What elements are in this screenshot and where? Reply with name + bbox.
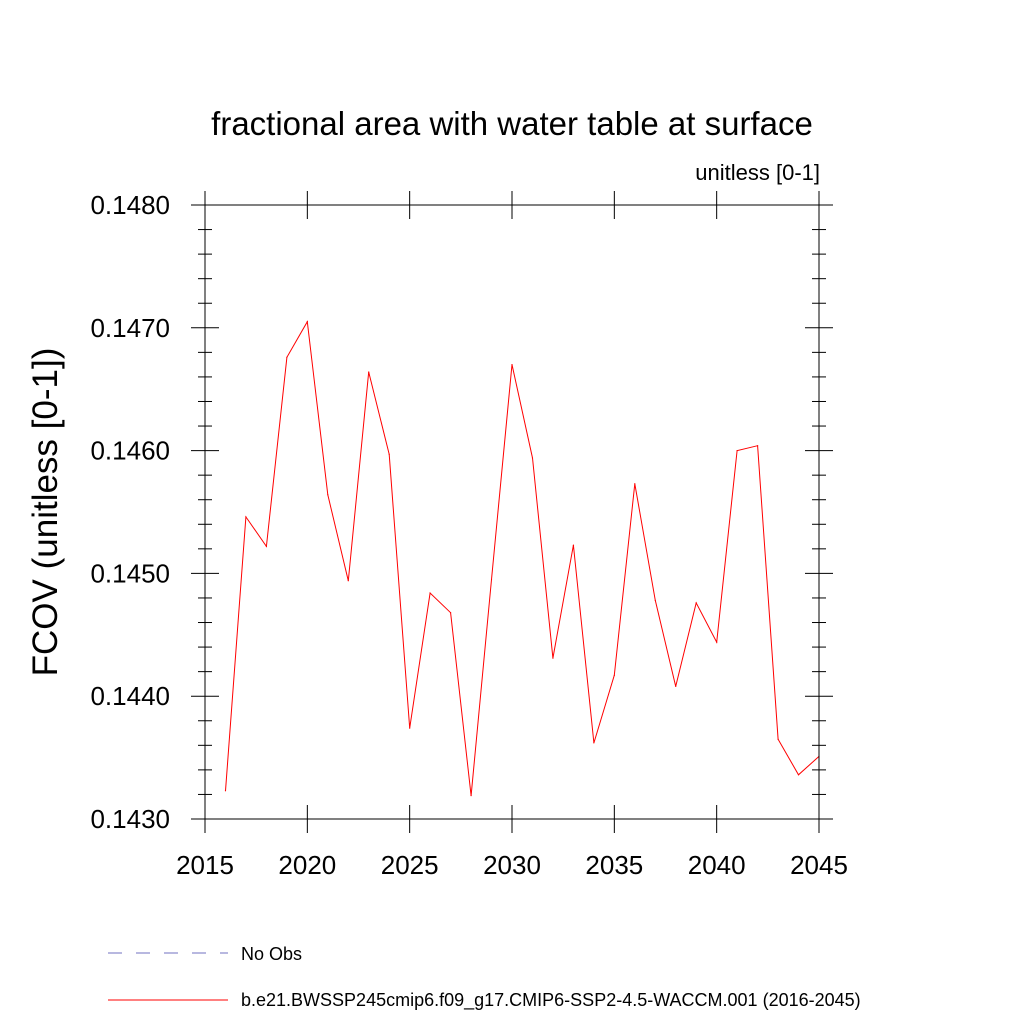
legend-label-no-obs: No Obs — [241, 944, 302, 964]
x-tick-label: 2040 — [688, 850, 746, 880]
x-tick-labels: 2015 2020 2025 2030 2035 2040 2045 — [176, 850, 848, 880]
x-tick-label: 2035 — [585, 850, 643, 880]
data-point — [347, 580, 349, 582]
data-point — [450, 612, 452, 614]
minor-ticks — [198, 229, 826, 795]
data-point — [531, 457, 534, 459]
data-point — [409, 727, 411, 729]
series-line — [225, 320, 820, 796]
series-layer — [224, 320, 820, 797]
y-tick-label: 0.1440 — [90, 681, 170, 711]
data-point — [654, 599, 656, 602]
major-ticks — [191, 191, 833, 833]
x-tick-label: 2025 — [381, 850, 439, 880]
x-tick-label: 2015 — [176, 850, 234, 880]
data-point — [511, 364, 513, 366]
data-point — [490, 578, 493, 581]
units-label: unitless [0-1] — [695, 160, 820, 185]
data-point — [777, 738, 779, 740]
legend: No Obs b.e21.BWSSP245cmip6.f09_g17.CMIP6… — [108, 944, 861, 1011]
data-point — [572, 544, 575, 546]
data-point — [593, 742, 595, 744]
data-point — [224, 790, 227, 792]
x-tick-label: 2030 — [483, 850, 541, 880]
data-point — [388, 453, 390, 455]
y-axis-label: FCOV (unitless [0-1]) — [26, 348, 65, 677]
chart-title: fractional area with water table at surf… — [211, 105, 813, 142]
data-point — [470, 795, 472, 797]
data-point — [265, 545, 267, 547]
data-point — [613, 674, 615, 676]
data-point — [429, 592, 431, 594]
data-point — [368, 371, 370, 373]
y-tick-label: 0.1470 — [90, 313, 170, 343]
data-point — [757, 445, 759, 447]
y-tick-label: 0.1450 — [90, 558, 170, 588]
data-point — [306, 321, 308, 323]
data-point — [797, 774, 800, 776]
data-point — [716, 641, 718, 643]
data-point — [634, 483, 636, 485]
data-point — [245, 516, 247, 518]
x-tick-label: 2020 — [278, 850, 336, 880]
data-point — [675, 685, 677, 687]
data-point — [736, 450, 738, 452]
y-tick-label: 0.1460 — [90, 436, 170, 466]
plot-frame — [204, 204, 820, 820]
data-point — [695, 602, 697, 604]
data-point — [286, 356, 288, 358]
data-point — [327, 494, 329, 496]
x-tick-label: 2045 — [790, 850, 848, 880]
y-tick-label: 0.1480 — [90, 190, 170, 220]
y-tick-labels: 0.1430 0.1440 0.1450 0.1460 0.1470 0.1480 — [90, 190, 170, 834]
legend-label-model-run: b.e21.BWSSP245cmip6.f09_g17.CMIP6-SSP2-4… — [241, 990, 861, 1011]
data-point — [552, 657, 554, 659]
y-tick-label: 0.1430 — [90, 804, 170, 834]
